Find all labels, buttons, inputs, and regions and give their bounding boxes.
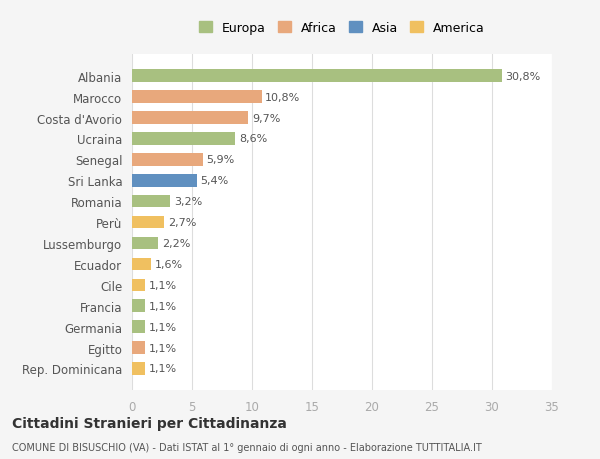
Text: 5,4%: 5,4%: [200, 176, 229, 186]
Bar: [132, 70, 502, 83]
Bar: [132, 237, 158, 250]
Bar: [132, 91, 262, 104]
Legend: Europa, Africa, Asia, America: Europa, Africa, Asia, America: [196, 18, 488, 38]
Bar: [132, 216, 164, 229]
Bar: [132, 300, 145, 312]
Text: 1,1%: 1,1%: [149, 322, 177, 332]
Text: 2,2%: 2,2%: [162, 239, 190, 248]
Bar: [132, 341, 145, 354]
Bar: [132, 279, 145, 291]
Text: Cittadini Stranieri per Cittadinanza: Cittadini Stranieri per Cittadinanza: [12, 416, 287, 430]
Text: 5,9%: 5,9%: [206, 155, 235, 165]
Text: 8,6%: 8,6%: [239, 134, 267, 144]
Bar: [132, 196, 170, 208]
Bar: [132, 321, 145, 333]
Text: 9,7%: 9,7%: [252, 113, 280, 123]
Bar: [132, 133, 235, 146]
Bar: [132, 174, 197, 187]
Text: 1,1%: 1,1%: [149, 280, 177, 290]
Bar: [132, 154, 203, 166]
Text: COMUNE DI BISUSCHIO (VA) - Dati ISTAT al 1° gennaio di ogni anno - Elaborazione : COMUNE DI BISUSCHIO (VA) - Dati ISTAT al…: [12, 442, 482, 452]
Text: 2,7%: 2,7%: [168, 218, 196, 228]
Text: 30,8%: 30,8%: [505, 72, 541, 82]
Text: 1,6%: 1,6%: [155, 259, 183, 269]
Text: 3,2%: 3,2%: [174, 197, 202, 207]
Text: 1,1%: 1,1%: [149, 364, 177, 374]
Text: 10,8%: 10,8%: [265, 92, 301, 102]
Text: 1,1%: 1,1%: [149, 301, 177, 311]
Text: 1,1%: 1,1%: [149, 343, 177, 353]
Bar: [132, 363, 145, 375]
Bar: [132, 112, 248, 124]
Bar: [132, 258, 151, 271]
